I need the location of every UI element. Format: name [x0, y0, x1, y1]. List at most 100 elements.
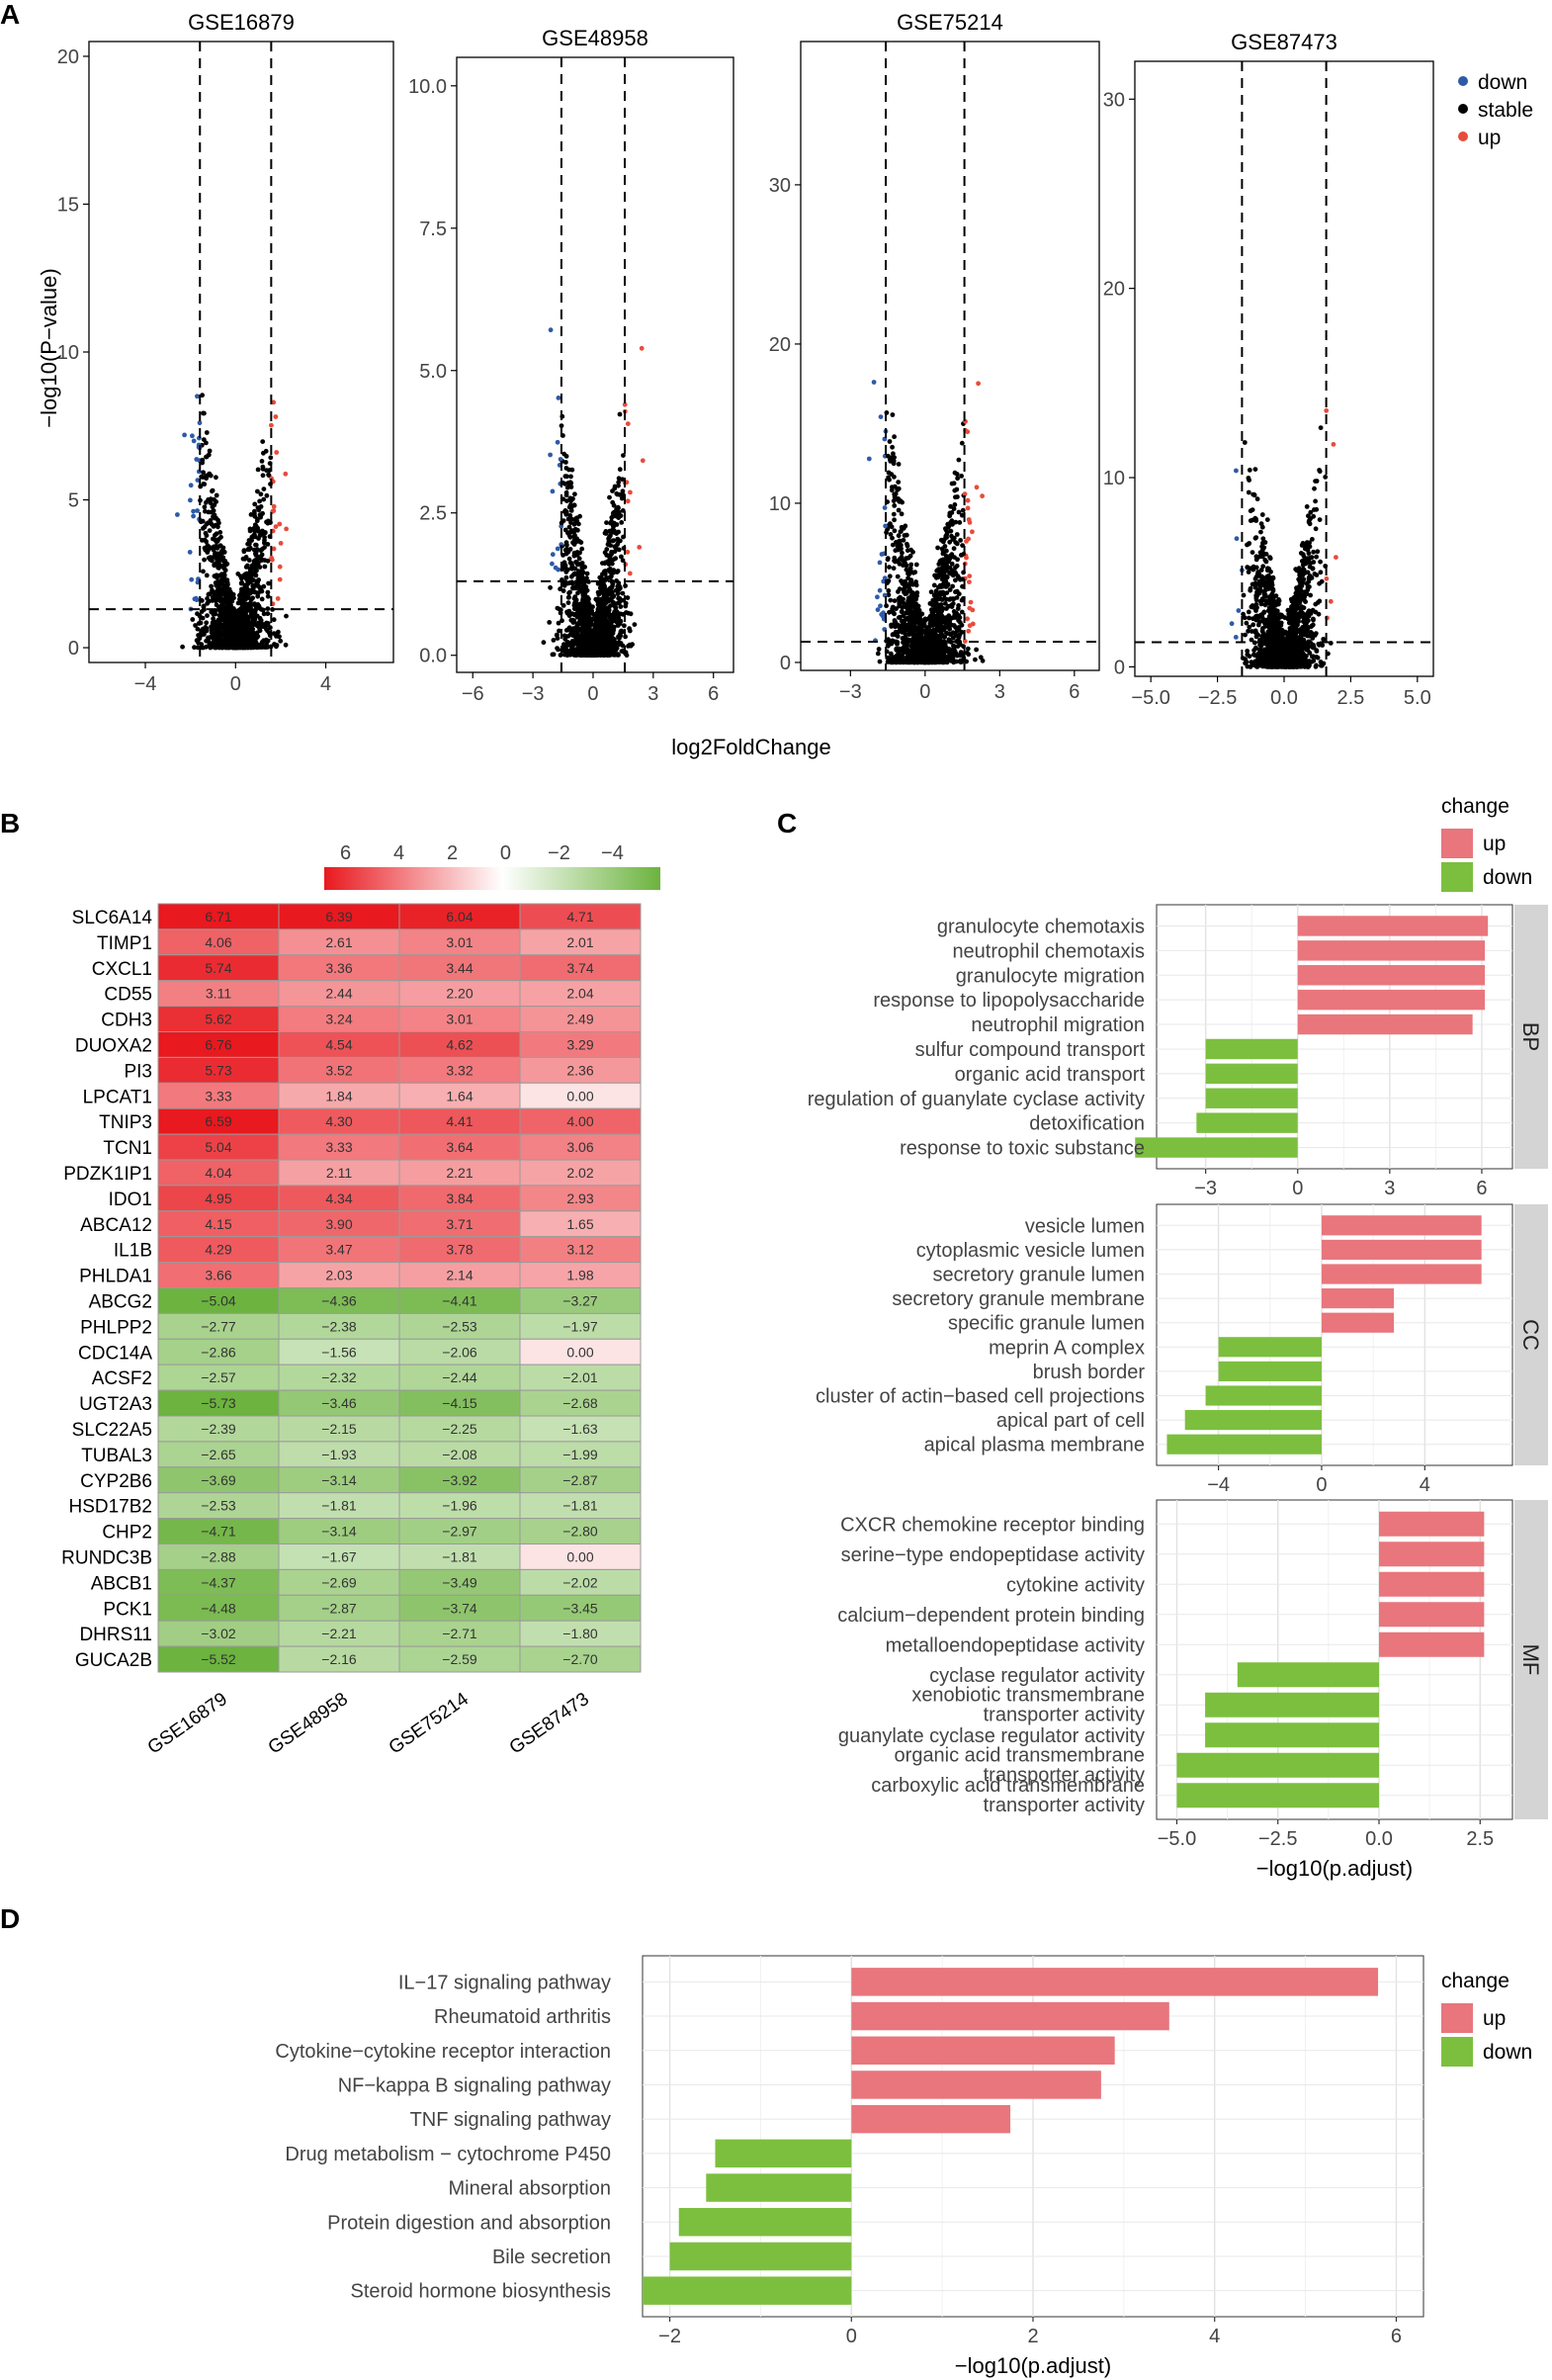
volcano-point: [1315, 549, 1321, 555]
volcano-point: [931, 582, 937, 588]
volcano-point: [247, 614, 253, 619]
volcano-point: [932, 598, 938, 604]
volcano-point: [199, 642, 205, 647]
volcano-point: [202, 504, 208, 510]
volcano-point: [268, 455, 274, 461]
volcano-point: [221, 572, 227, 577]
volcano-point: [956, 457, 962, 463]
volcano-point: [255, 505, 261, 510]
volcano-point: [237, 643, 243, 648]
volcano-point: [574, 630, 580, 636]
volcano-point: [595, 606, 601, 612]
volcano-point: [973, 657, 978, 662]
volcano-point: [265, 628, 270, 634]
volcano-point: [247, 636, 252, 642]
volcano-point: [617, 411, 623, 417]
volcano-point: [974, 647, 979, 653]
volcano-point: [195, 508, 201, 513]
volcano-point: [573, 516, 578, 521]
panel-letter-b: B: [0, 808, 20, 838]
volcano-point: [611, 599, 616, 605]
volcano-point: [625, 498, 631, 504]
x-tick-label: 0: [587, 683, 598, 705]
volcano-point: [616, 547, 622, 553]
volcano-point: [274, 450, 280, 455]
volcano-point: [890, 412, 896, 417]
volcano-point: [905, 548, 910, 554]
volcano-point: [1262, 602, 1268, 608]
volcano-point: [551, 652, 557, 658]
volcano-point: [891, 451, 896, 457]
volcano-point: [610, 645, 615, 650]
volcano-point: [589, 628, 594, 633]
volcano-point: [910, 581, 915, 587]
volcano-point: [901, 563, 905, 569]
volcano-point: [618, 604, 624, 609]
volcano-point: [877, 560, 883, 566]
volcano-point: [277, 576, 283, 582]
volcano-point: [571, 606, 577, 612]
volcano-point: [936, 659, 942, 664]
volcano-point: [897, 586, 903, 592]
volcano-point: [950, 573, 956, 578]
volcano-point: [555, 605, 560, 611]
volcano-point: [262, 538, 267, 543]
volcano-point: [225, 618, 231, 624]
volcano-point: [933, 574, 939, 580]
volcano-point: [561, 451, 567, 457]
volcano-point: [960, 507, 966, 513]
y-tick-label: 0.0: [419, 646, 447, 667]
volcano-point: [561, 652, 567, 658]
volcano-point: [954, 628, 960, 634]
volcano-point: [871, 380, 877, 385]
volcano-point: [592, 636, 598, 642]
volcano-point: [958, 658, 964, 663]
volcano-point: [945, 581, 951, 587]
volcano-point: [203, 547, 209, 553]
volcano-point: [1252, 467, 1258, 472]
volcano-point: [204, 620, 210, 626]
volcano-point: [257, 628, 263, 634]
volcano-point: [251, 618, 257, 624]
volcano-point: [558, 457, 563, 462]
volcano-point: [936, 562, 942, 567]
volcano-point: [640, 458, 646, 464]
volcano-point: [232, 642, 238, 648]
volcano-point: [571, 521, 577, 527]
volcano-point: [886, 588, 892, 593]
volcano-point: [901, 613, 906, 618]
volcano-point: [265, 589, 271, 595]
x-tick-label: −4: [134, 673, 157, 695]
volcano-point: [580, 624, 586, 630]
volcano-point: [618, 633, 624, 639]
volcano-point: [214, 492, 219, 498]
volcano-point: [577, 513, 582, 519]
volcano-point: [938, 572, 944, 577]
volcano-point: [890, 444, 895, 450]
volcano-point: [197, 420, 203, 426]
volcano-point: [967, 579, 972, 584]
volcano-point: [548, 584, 553, 590]
volcano-point: [617, 583, 623, 589]
volcano-point: [571, 649, 577, 655]
volcano-point: [200, 615, 206, 621]
volcano-point: [557, 628, 561, 634]
volcano-point: [951, 644, 956, 649]
volcano-point: [619, 495, 625, 501]
volcano-point: [906, 586, 912, 592]
volcano-point: [563, 574, 569, 580]
volcano-title: GSE87473: [1231, 30, 1337, 54]
volcano-point: [586, 624, 592, 630]
volcano-point: [1268, 569, 1273, 574]
volcano-point: [970, 529, 975, 535]
volcano-point: [887, 439, 893, 444]
volcano-point: [887, 565, 892, 570]
volcano-point: [208, 500, 214, 506]
volcano-point: [951, 660, 957, 665]
volcano-point: [622, 401, 628, 407]
volcano-point: [934, 568, 940, 573]
volcano-point: [948, 649, 954, 655]
volcano-point: [954, 610, 959, 616]
volcano-point: [616, 480, 622, 485]
